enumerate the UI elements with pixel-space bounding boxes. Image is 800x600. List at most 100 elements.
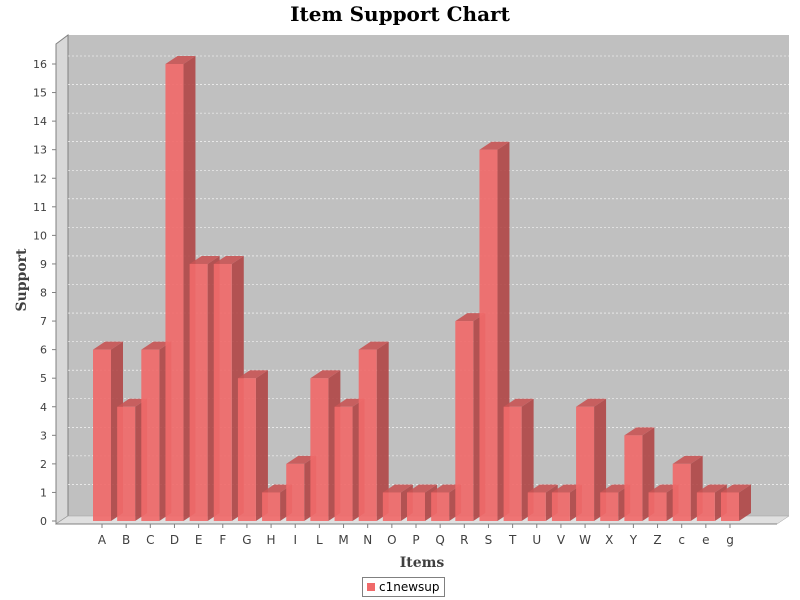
- bar-top: [696, 484, 727, 493]
- x-tick-label: C: [146, 533, 154, 547]
- bar-front: [407, 492, 425, 521]
- bar-side: [521, 398, 534, 521]
- bar-side: [739, 484, 751, 521]
- bar-top: [503, 398, 534, 407]
- bar-top: [721, 484, 751, 493]
- bar-top: [551, 484, 582, 493]
- y-tick-label: 9: [40, 258, 47, 271]
- x-tick-label: L: [316, 533, 323, 547]
- bar: [721, 484, 751, 521]
- plot-left-wall: [55, 34, 69, 525]
- x-tick-label: e: [702, 533, 709, 547]
- y-tick-label: 14: [33, 115, 47, 128]
- bar-top: [334, 398, 365, 407]
- bar-top: [576, 398, 607, 407]
- bar-front: [382, 492, 401, 521]
- y-tick-label: 11: [33, 201, 47, 214]
- bar-front: [527, 492, 546, 521]
- x-tick-label: T: [508, 533, 517, 547]
- bar-top: [286, 455, 317, 464]
- bar-top: [407, 484, 437, 493]
- x-tick-label: A: [98, 533, 107, 547]
- x-tick-label: F: [219, 533, 226, 547]
- x-tick-label: V: [557, 533, 566, 547]
- bar-top: [189, 255, 220, 264]
- x-tick-label: Y: [629, 533, 638, 547]
- x-tick-label: U: [532, 533, 541, 547]
- bar-front: [262, 492, 281, 521]
- bar-top: [527, 484, 558, 493]
- x-tick-label: S: [485, 533, 493, 547]
- y-tick-label: 6: [40, 344, 47, 357]
- y-tick-label: 5: [40, 372, 47, 385]
- bar-front: [358, 349, 377, 521]
- bar: [93, 341, 123, 521]
- x-tick-label: I: [293, 533, 297, 547]
- bar-top: [262, 484, 293, 493]
- bar-top: [479, 141, 510, 150]
- bar-front: [334, 406, 353, 521]
- bar-side: [594, 398, 607, 521]
- y-axis-label: Support: [14, 248, 30, 312]
- bar-front: [431, 492, 450, 521]
- bar-top: [117, 398, 148, 407]
- x-tick-label: W: [579, 533, 591, 547]
- bar-top: [141, 341, 172, 350]
- bar-top: [431, 484, 462, 493]
- y-tick-label: 13: [33, 144, 47, 157]
- bars: [93, 56, 751, 521]
- x-tick-label: P: [412, 533, 419, 547]
- y-tick-label: 8: [40, 287, 47, 300]
- legend-label: c1newsup: [379, 580, 440, 594]
- x-tick-label: c: [678, 533, 685, 547]
- y-tick-label: 16: [33, 58, 47, 71]
- bar: [237, 370, 268, 521]
- x-tick-label: B: [122, 533, 130, 547]
- bar-front: [455, 321, 474, 521]
- bar-top: [213, 255, 244, 264]
- bar-top: [455, 313, 486, 322]
- bar-front: [696, 492, 715, 521]
- bar-front: [503, 406, 522, 521]
- bar: [503, 398, 534, 521]
- bar-top: [382, 484, 413, 493]
- bar-front: [624, 435, 643, 521]
- bar-front: [117, 406, 136, 521]
- bar: [358, 341, 389, 521]
- legend: c1newsup: [362, 577, 445, 597]
- bar-front: [600, 492, 619, 521]
- y-tick-label: 2: [40, 458, 47, 471]
- bar-top: [600, 484, 631, 493]
- bar-front: [672, 463, 691, 521]
- y-tick-label: 10: [33, 229, 47, 242]
- bar-top: [310, 370, 341, 379]
- y-tick-label: 12: [33, 172, 47, 185]
- bar-side: [255, 370, 268, 521]
- bar-front: [479, 149, 498, 521]
- bar-front: [189, 263, 208, 521]
- bar-front: [576, 406, 595, 521]
- x-axis-label: Items: [400, 555, 445, 571]
- bar-front: [286, 463, 305, 521]
- x-tick-label: O: [387, 533, 396, 547]
- bar-top: [165, 56, 196, 64]
- chart-title: Item Support Chart: [290, 2, 510, 26]
- bar-front: [237, 378, 256, 521]
- bar-front: [721, 492, 739, 521]
- x-tick-label: X: [605, 533, 613, 547]
- bar-front: [141, 349, 160, 521]
- y-tick-label: 3: [40, 429, 47, 442]
- bar-top: [358, 341, 389, 350]
- y-tick-label: 15: [33, 87, 47, 100]
- y-tick-label: 0: [40, 515, 47, 528]
- bar: [576, 398, 607, 521]
- y-tick-label: 1: [40, 486, 47, 499]
- x-tick-label: H: [267, 533, 276, 547]
- bar-top: [624, 427, 655, 436]
- x-tick-label: g: [726, 533, 734, 547]
- bar-front: [93, 349, 111, 521]
- bar-top: [237, 370, 268, 379]
